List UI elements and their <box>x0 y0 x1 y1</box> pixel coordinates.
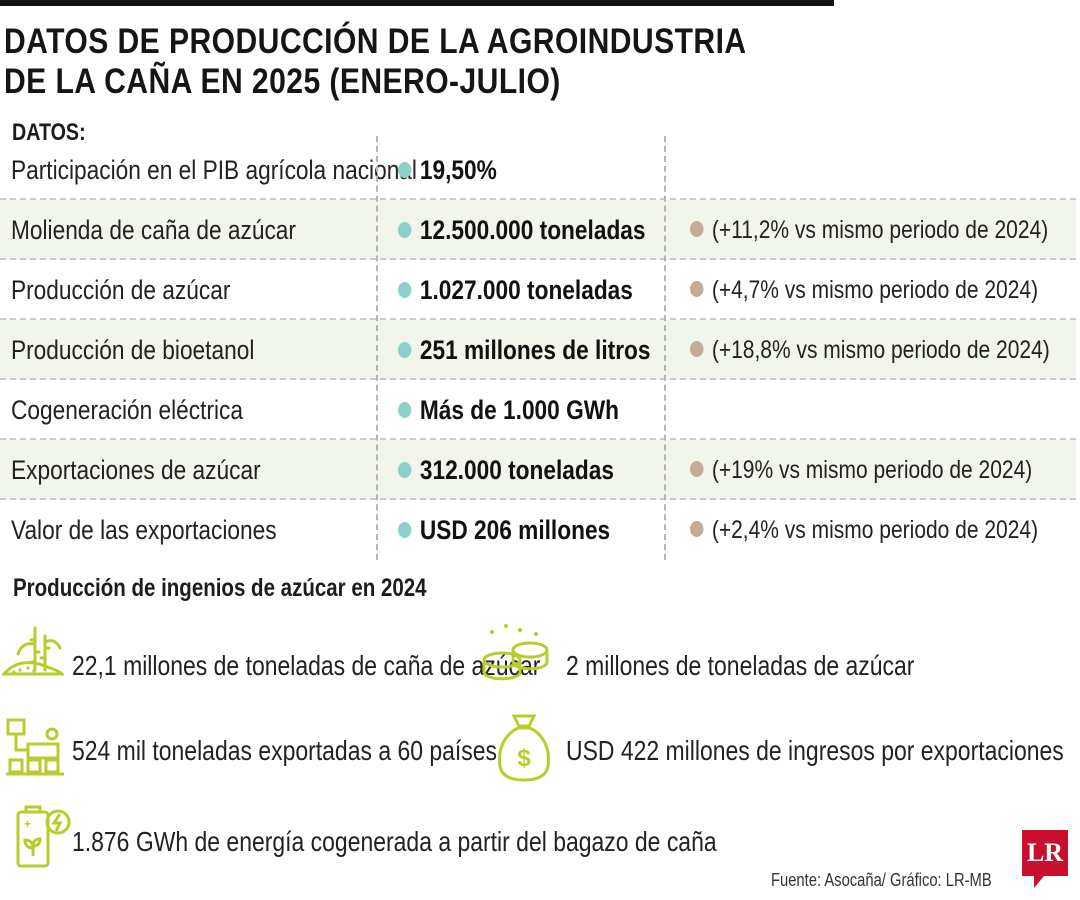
row-label: Participación en el PIB agrícola naciona… <box>11 155 417 185</box>
row-change: (+11,2% vs mismo periodo de 2024) <box>690 200 1048 260</box>
title-line-2: DE LA CAÑA EN 2025 (ENERO-JULIO) <box>4 62 561 101</box>
row-change-text: (+19% vs mismo periodo de 2024) <box>711 456 1033 484</box>
row-label: Producción de azúcar <box>11 275 231 305</box>
change-bullet-icon <box>690 281 704 298</box>
row-value-text: 19,50% <box>419 155 497 185</box>
row-change: (+2,4% vs mismo periodo de 2024) <box>690 500 1038 560</box>
change-bullet-icon <box>690 341 704 358</box>
value-bullet-icon <box>398 281 412 298</box>
table-row: Participación en el PIB agrícola naciona… <box>0 140 1076 200</box>
stat-energy-gwh: 1.876 GWh de energía cogenerada a partir… <box>72 826 717 857</box>
datos-label: DATOS: <box>12 119 86 146</box>
row-value: 19,50% <box>398 140 497 200</box>
change-bullet-icon <box>690 461 704 478</box>
source-credit: Fuente: Asocaña/ Gráfico: LR-MB <box>771 870 992 890</box>
row-value-text: 251 millones de litros <box>419 335 651 365</box>
title-line-1: DATOS DE PRODUCCIÓN DE LA AGROINDUSTRIA <box>4 22 747 61</box>
value-bullet-icon <box>398 461 412 478</box>
row-value-text: USD 206 millones <box>419 515 611 545</box>
row-label: Exportaciones de azúcar <box>11 455 261 485</box>
stat-sugar-tonnes: 2 millones de toneladas de azúcar <box>566 650 915 681</box>
change-bullet-icon <box>690 521 704 538</box>
row-change-text: (+2,4% vs mismo periodo de 2024) <box>711 516 1039 544</box>
row-value: 1.027.000 toneladas <box>398 260 633 320</box>
table-row: Exportaciones de azúcar 312.000 toneladas… <box>0 440 1076 500</box>
stat-cane-tonnes: 22,1 millones de toneladas de caña de az… <box>72 650 541 681</box>
value-bullet-icon <box>398 221 412 238</box>
sugar-bowls-icon <box>482 624 549 681</box>
table-row: Molienda de caña de azúcar 12.500.000 ton… <box>0 200 1076 260</box>
infographic-title: DATOS DE PRODUCCIÓN DE LA AGROINDUSTRIA … <box>4 22 747 102</box>
row-change: (+4,7% vs mismo periodo de 2024) <box>690 260 1038 320</box>
row-value: Más de 1.000 GWh <box>398 380 619 440</box>
value-bullet-icon <box>398 161 412 178</box>
value-bullet-icon <box>398 341 412 358</box>
table-row: Cogeneración eléctrica Más de 1.000 GWh <box>0 380 1076 440</box>
money-bag-icon: $ <box>498 714 550 782</box>
row-value: 12.500.000 toneladas <box>398 200 646 260</box>
row-value: USD 206 millones <box>398 500 610 560</box>
sugarcane-field-icon <box>2 626 64 676</box>
column-divider-2 <box>664 136 666 560</box>
row-change-text: (+4,7% vs mismo periodo de 2024) <box>711 276 1039 304</box>
row-label: Cogeneración eléctrica <box>11 395 243 425</box>
row-value: 312.000 toneladas <box>398 440 614 500</box>
row-change: (+19% vs mismo periodo de 2024) <box>690 440 1032 500</box>
stat-exports-countries: 524 mil toneladas exportadas a 60 países <box>72 735 498 766</box>
lr-logo: LR <box>1022 830 1068 888</box>
value-bullet-icon <box>398 401 412 418</box>
row-label: Molienda de caña de azúcar <box>11 215 296 245</box>
row-change-text: (+11,2% vs mismo periodo de 2024) <box>711 216 1049 244</box>
energy-battery-icon: + <box>16 805 71 868</box>
top-rule <box>0 0 834 6</box>
change-bullet-icon <box>690 221 704 238</box>
value-bullet-icon <box>398 521 412 538</box>
row-value-text: 312.000 toneladas <box>419 455 614 485</box>
row-change: (+18,8% vs mismo periodo de 2024) <box>690 320 1050 380</box>
svg-text:$: $ <box>517 745 531 772</box>
table-row: Producción de bioetanol 251 millones de l… <box>0 320 1076 380</box>
row-value-text: 1.027.000 toneladas <box>419 275 633 305</box>
section-title: Producción de ingenios de azúcar en 2024 <box>13 574 427 602</box>
row-change-text: (+18,8% vs mismo periodo de 2024) <box>711 336 1050 364</box>
svg-text:+: + <box>24 817 31 831</box>
row-value-text: Más de 1.000 GWh <box>419 395 619 425</box>
column-divider-1 <box>376 136 378 560</box>
row-value: 251 millones de litros <box>398 320 651 380</box>
table-row: Producción de azúcar 1.027.000 toneladas (… <box>0 260 1076 320</box>
row-label: Producción de bioetanol <box>11 335 255 365</box>
factory-export-icon <box>6 718 64 776</box>
row-value-text: 12.500.000 toneladas <box>419 215 646 245</box>
stat-export-revenue: USD 422 millones de ingresos por exporta… <box>566 735 1064 766</box>
table-row: Valor de las exportaciones USD 206 millon… <box>0 500 1076 560</box>
row-label: Valor de las exportaciones <box>11 515 277 545</box>
